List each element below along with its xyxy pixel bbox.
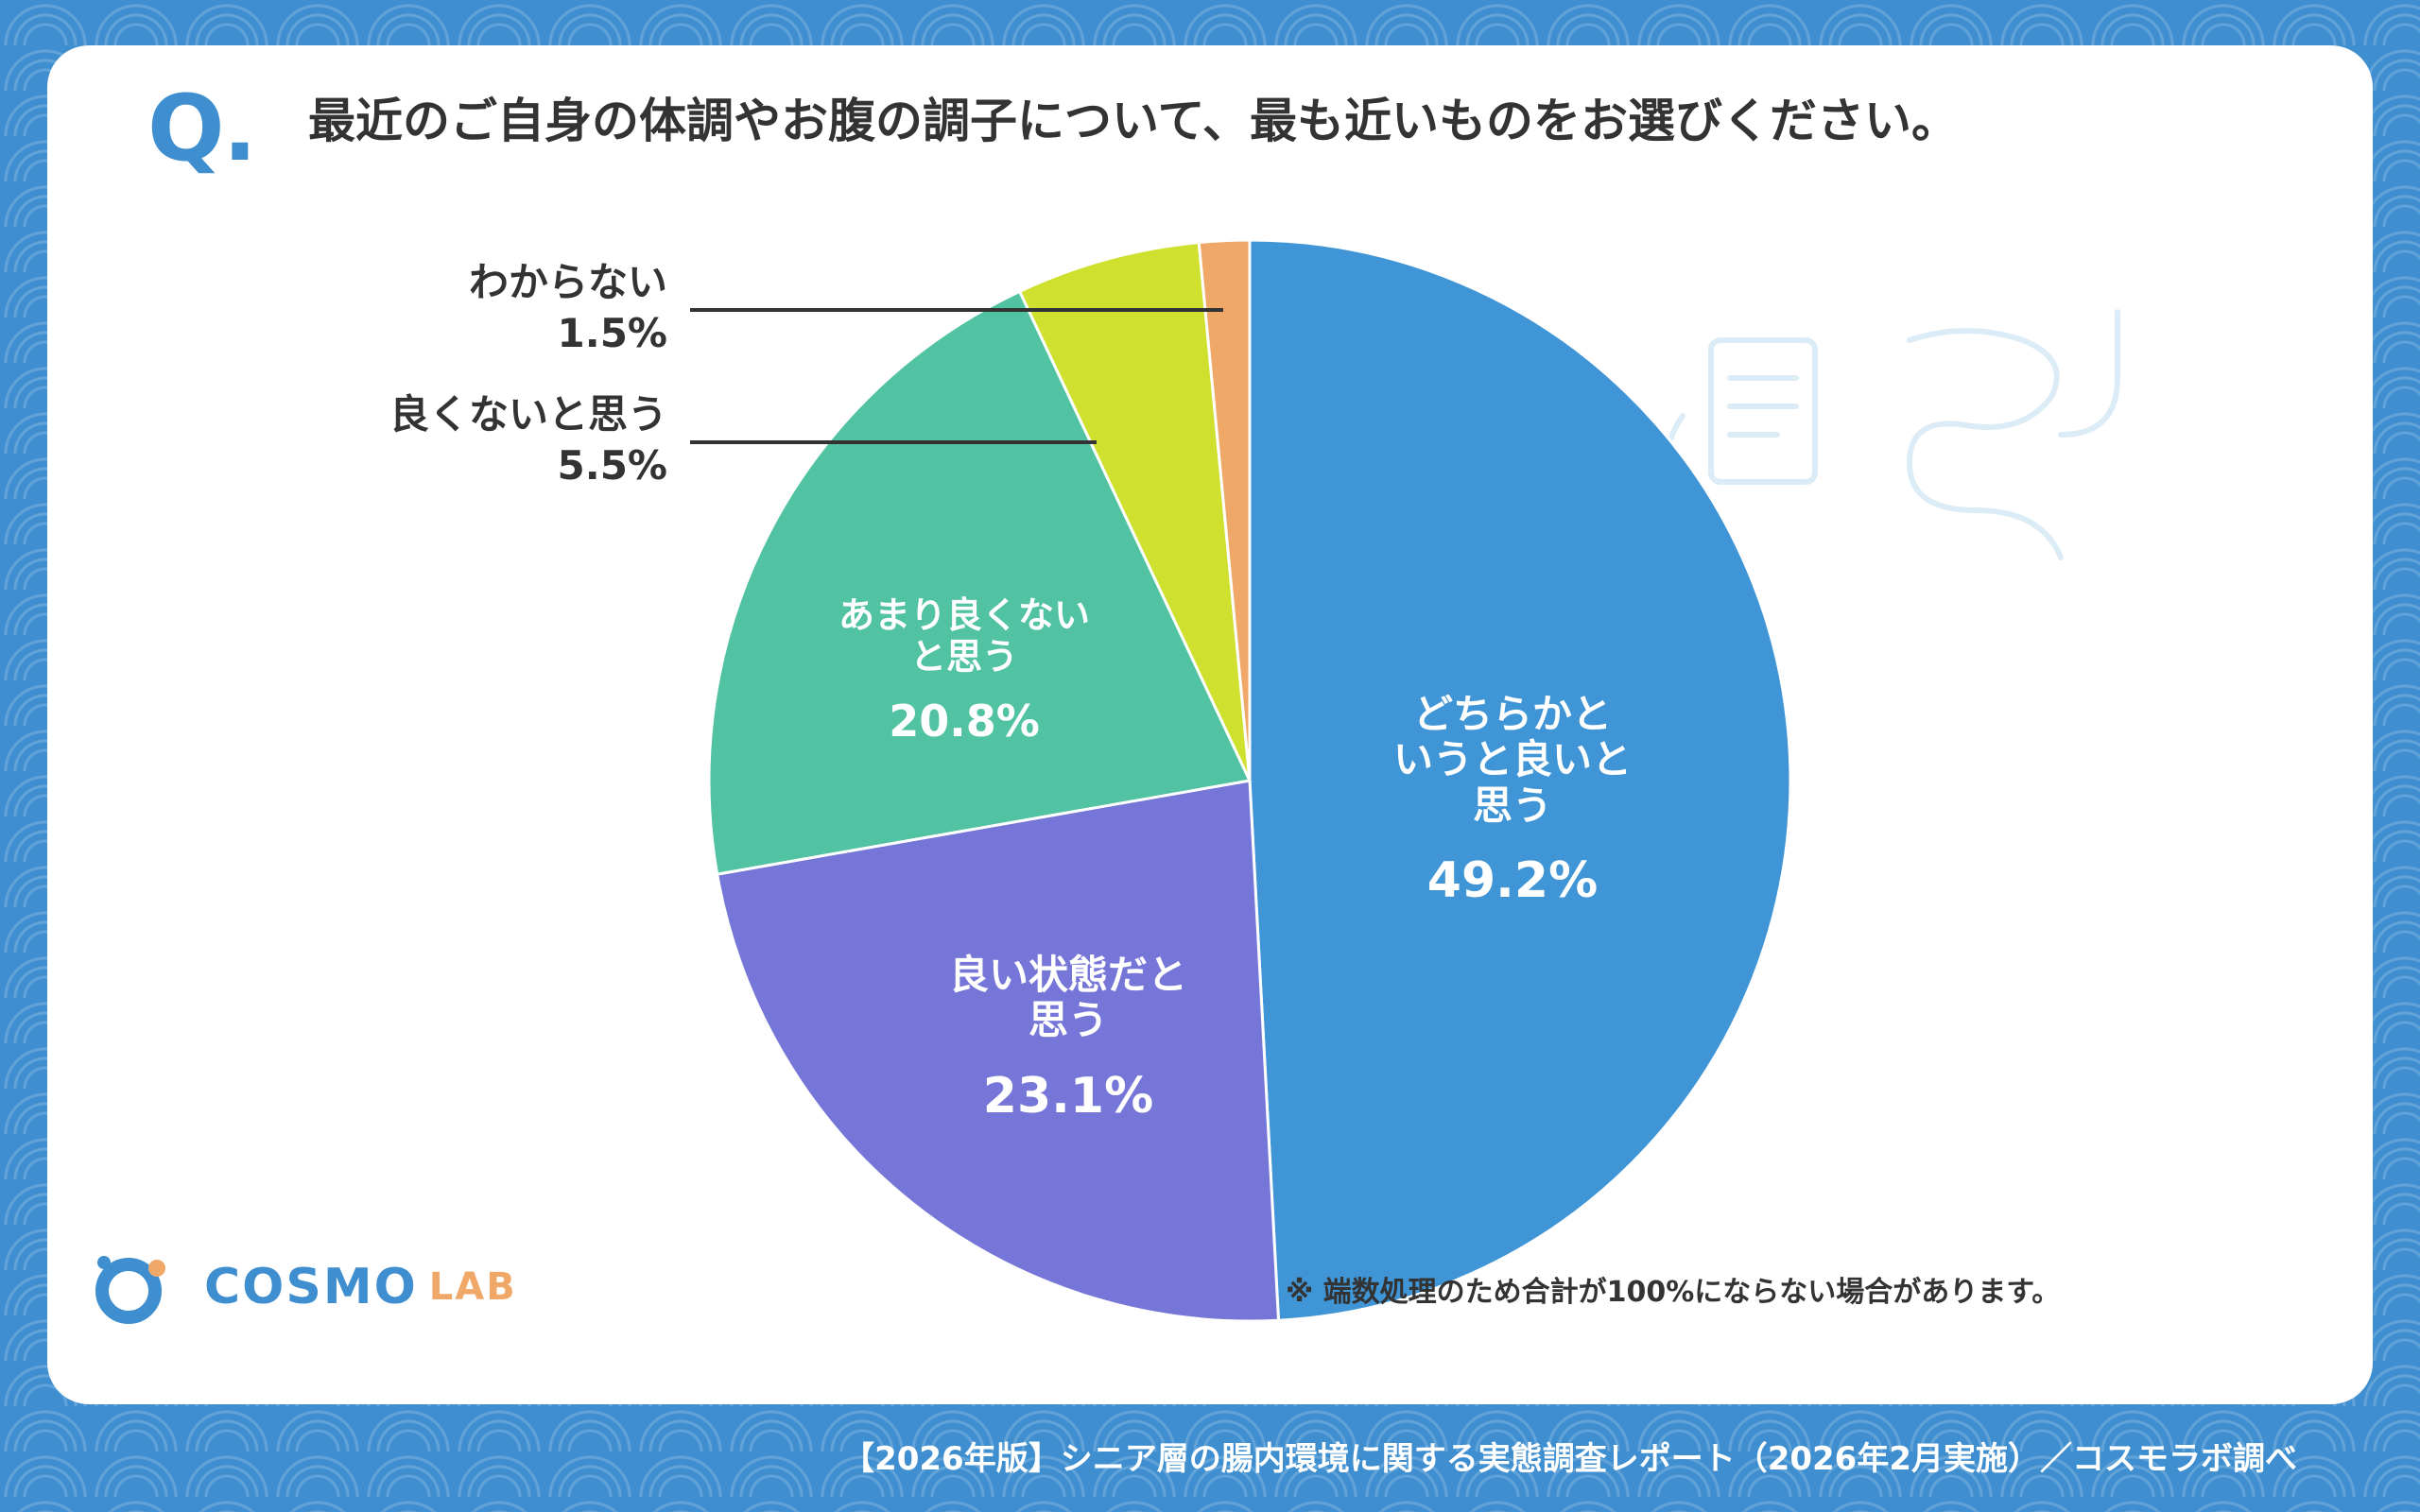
slice-label-not-very-good: あまり良くない と思う 20.8% — [804, 594, 1125, 747]
slice-label-good: 良い状態だと 思う 23.1% — [908, 952, 1229, 1125]
question-mark-label: Q. — [147, 76, 257, 181]
external-value-not-good: 5.5% — [557, 442, 667, 490]
slice-good — [715, 779, 1281, 1323]
intestine-illustration-icon — [1663, 309, 2120, 608]
logo-wordmark: COSMO — [204, 1259, 418, 1315]
slice-value-not-very-good: 20.8% — [889, 696, 1040, 747]
slice-fairly-good — [1248, 238, 1792, 1322]
external-label-not-good: 良くないと思う 5.5% — [284, 391, 667, 494]
external-value-unknown: 1.5% — [557, 310, 667, 357]
logo-lab: LAB — [428, 1265, 517, 1309]
question-text: 最近のご自身の体調やお腹の調子について、最も近いものをお選びください。 — [308, 94, 1959, 148]
slice-value-good: 23.1% — [982, 1067, 1154, 1125]
source-footer: 【2026年版】シニア層の腸内環境に関する実態調査レポート（2026年2月実施）… — [842, 1440, 2297, 1478]
logo-icon — [95, 1256, 165, 1324]
slice-not-very-good — [707, 289, 1253, 876]
external-label-unknown: わからない 1.5% — [378, 259, 667, 362]
slice-label-fairly-good: どちらかと いうと良いと 思う 49.2% — [1352, 691, 1673, 910]
slice-unknown — [1197, 238, 1252, 782]
rounding-note: ※ 端数処理のため合計が100%にならない場合があります。 — [1286, 1276, 2061, 1309]
slice-not-good — [1017, 240, 1252, 782]
logo: COSMO LAB — [91, 1249, 517, 1325]
slice-value-fairly-good: 49.2% — [1426, 851, 1599, 909]
